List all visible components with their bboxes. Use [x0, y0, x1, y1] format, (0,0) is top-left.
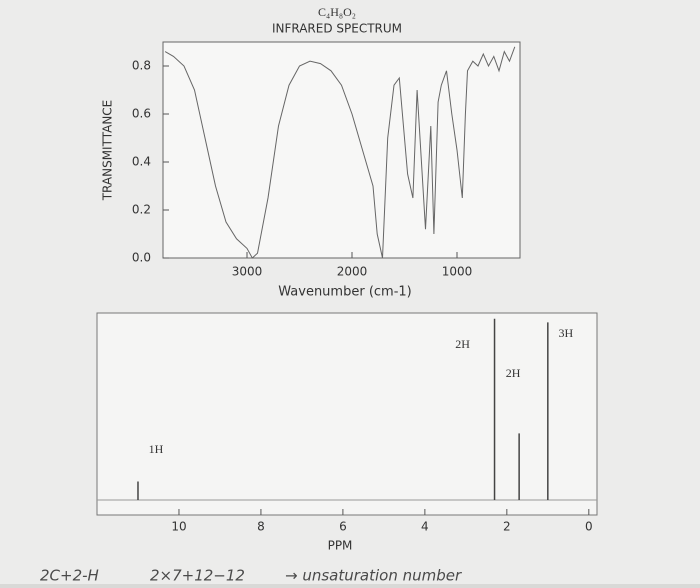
- integration-label: 2H: [455, 337, 470, 351]
- handwriting: 2C+2-H: [40, 567, 99, 585]
- integration-label: 2H: [506, 366, 521, 380]
- ir-frame: [162, 41, 521, 259]
- integration-label: 3H: [558, 326, 573, 340]
- ir-subtitle: C₄H₈O₂: [318, 5, 356, 19]
- x-tick-label: 10: [171, 520, 186, 534]
- nmr-x-label: PPM: [328, 539, 353, 553]
- x-tick-label: 3000: [232, 265, 263, 279]
- x-tick-label: 4: [421, 520, 429, 534]
- y-tick-label: 0.8: [132, 59, 151, 73]
- y-tick-label: 0.4: [132, 155, 151, 169]
- handwriting: → unsaturation number: [285, 567, 462, 585]
- ir-y-label: TRANSMITTANCE: [101, 100, 115, 202]
- y-tick-label: 0.0: [132, 251, 151, 265]
- x-tick-label: 0: [585, 520, 593, 534]
- y-tick-label: 0.6: [132, 107, 151, 121]
- ir-x-label: Wavenumber (cm-1): [278, 285, 411, 300]
- integration-label: 1H: [149, 442, 164, 456]
- x-tick-label: 2000: [337, 265, 368, 279]
- x-tick-label: 8: [257, 520, 265, 534]
- handwriting: 2×7+12−12: [150, 567, 245, 585]
- nmr-frame: [96, 312, 598, 516]
- ir-title: INFRARED SPECTRUM: [272, 22, 402, 36]
- x-tick-label: 2: [503, 520, 511, 534]
- ir-trace: [164, 46, 516, 259]
- y-tick-label: 0.2: [132, 203, 151, 217]
- x-tick-label: 6: [339, 520, 347, 534]
- x-tick-label: 1000: [442, 265, 473, 279]
